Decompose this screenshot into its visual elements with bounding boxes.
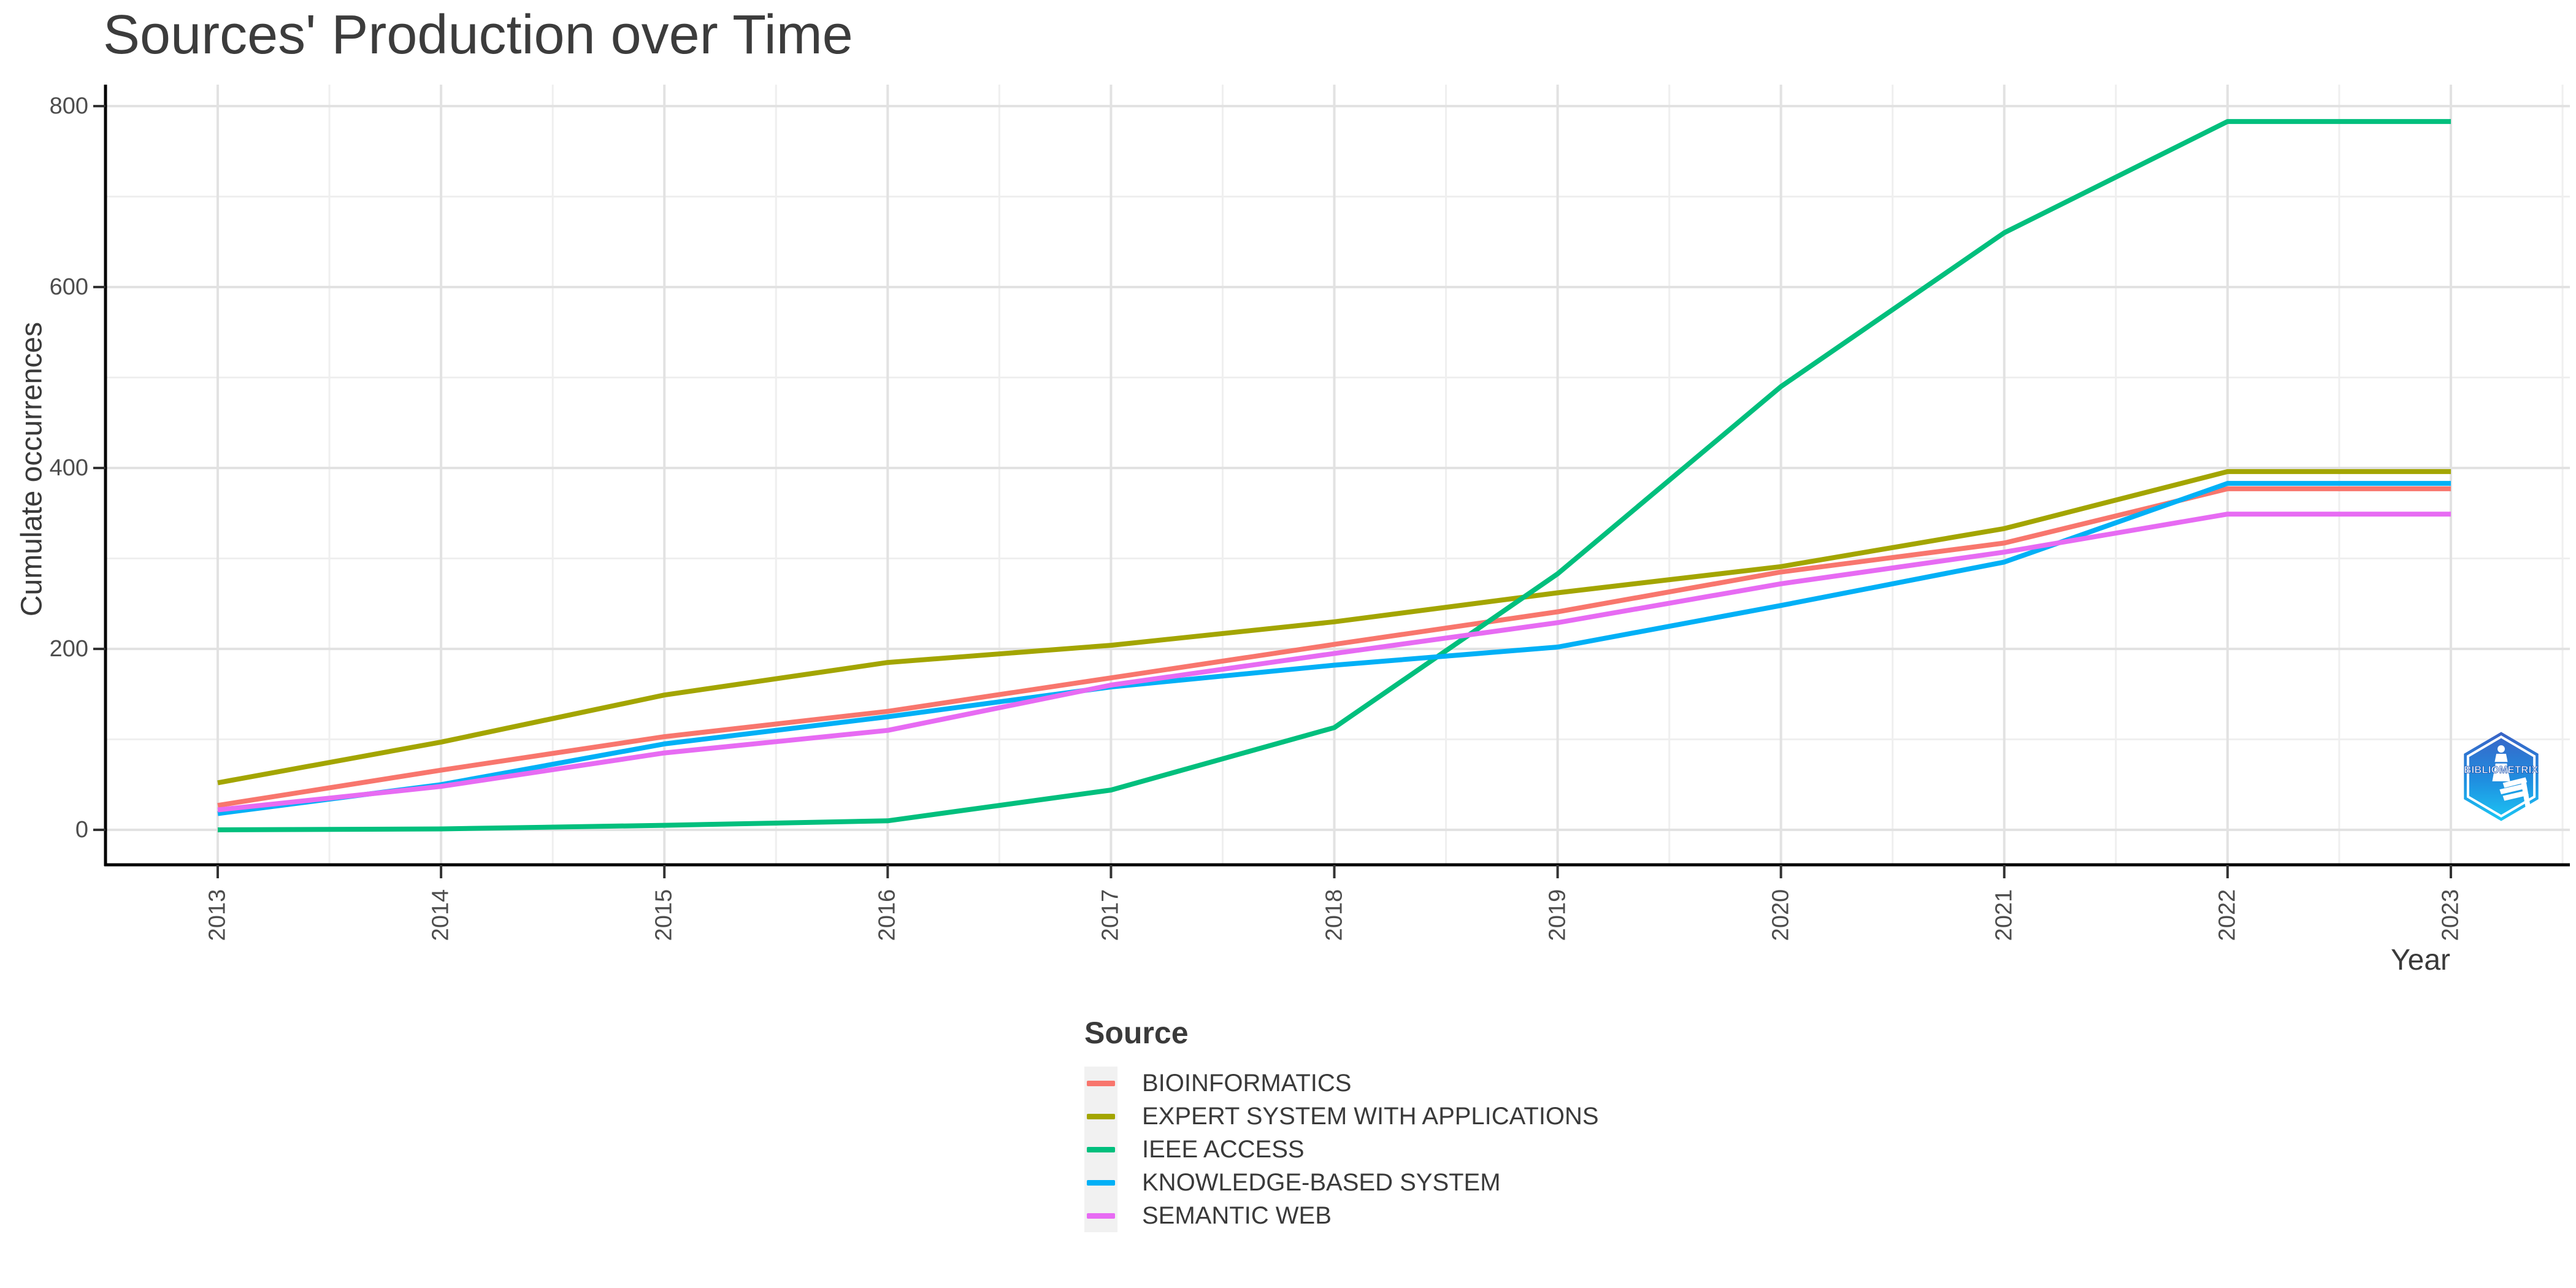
x-tick-label: 2021	[1991, 889, 2017, 941]
legend-swatch-line	[1087, 1113, 1115, 1119]
chart-title: Sources' Production over Time	[103, 4, 853, 66]
x-tick-label: 2013	[204, 889, 231, 941]
logo-lighthouse-icon	[2492, 745, 2531, 808]
x-tick-label: 2019	[1544, 889, 1571, 941]
x-tick-label: 2023	[2437, 889, 2464, 941]
series-line-expert-system-with-applications	[217, 469, 2451, 786]
x-tick-label: 2014	[427, 889, 454, 941]
x-tick-label: 2018	[1321, 889, 1347, 941]
x-tick-label: 2016	[874, 889, 900, 941]
legend-key	[1084, 1100, 1117, 1133]
logo-hexagon-border	[2466, 735, 2536, 818]
legend-swatch-line	[1087, 1146, 1115, 1152]
legend-item-label: SEMANTIC WEB	[1142, 1202, 1332, 1229]
legend-title: Source	[1084, 1016, 1189, 1050]
legend-item-label: BIOINFORMATICS	[1142, 1069, 1352, 1097]
y-tick-label: 0	[75, 817, 88, 843]
y-tick-label: 200	[49, 636, 88, 662]
x-tick-label: 2015	[651, 889, 677, 941]
legend-key	[1084, 1199, 1117, 1232]
series-line-semantic-web	[217, 512, 2451, 813]
series-line-bioinformatics	[217, 486, 2451, 808]
legend-item: SEMANTIC WEB	[1084, 1199, 1599, 1232]
legend-item-label: IEEE ACCESS	[1142, 1135, 1305, 1163]
legend-item: KNOWLEDGE-BASED SYSTEM	[1084, 1166, 1599, 1199]
legend-swatch-line	[1087, 1213, 1115, 1219]
y-tick-label: 600	[49, 274, 88, 300]
legend-item-label: KNOWLEDGE-BASED SYSTEM	[1142, 1168, 1501, 1196]
y-tick-label: 400	[49, 455, 88, 481]
x-axis-title: Year	[2391, 944, 2450, 976]
legend-key	[1084, 1166, 1117, 1199]
logo-text: BIBLIOMETRIX	[2464, 765, 2538, 776]
legend-item-label: EXPERT SYSTEM WITH APPLICATIONS	[1142, 1102, 1599, 1130]
legend-key	[1084, 1067, 1117, 1100]
legend-swatch-line	[1087, 1179, 1115, 1186]
bibliometrix-logo: BIBLIOMETRIX	[2464, 732, 2539, 821]
legend-item: BIOINFORMATICS	[1084, 1067, 1599, 1100]
y-tick-label: 800	[49, 93, 88, 119]
series-line-ieee-access	[217, 119, 2451, 832]
x-tick-label: 2022	[2214, 889, 2241, 941]
legend-item: IEEE ACCESS	[1084, 1133, 1599, 1166]
x-tick-label: 2020	[1768, 889, 1794, 941]
series-line-knowledge-based-system	[217, 481, 2451, 816]
legend-swatch-line	[1087, 1080, 1115, 1086]
legend-items: BIOINFORMATICS EXPERT SYSTEM WITH APPLICA…	[1084, 1067, 1599, 1232]
x-tick-label: 2017	[1097, 889, 1124, 941]
legend-item: EXPERT SYSTEM WITH APPLICATIONS	[1084, 1100, 1599, 1133]
legend: Source BIOINFORMATICS EXPERT SYSTEM WITH …	[1084, 1015, 1599, 1232]
legend-key	[1084, 1133, 1117, 1166]
